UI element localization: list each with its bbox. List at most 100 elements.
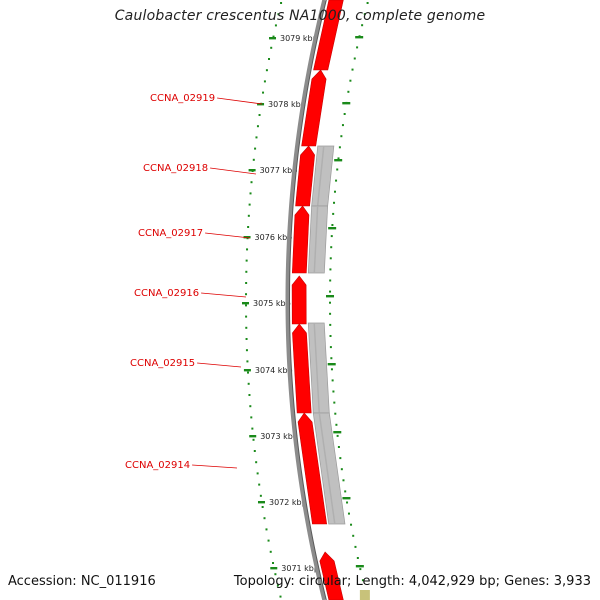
inner-ruler-dot: [334, 412, 337, 415]
scale-minor-tick: [250, 416, 253, 419]
scale-minor-tick: [245, 326, 248, 329]
scale-minor-tick: [263, 517, 266, 520]
gene-arrow: [291, 205, 310, 274]
gene-label-leader: [205, 232, 251, 239]
scale-minor-tick: [269, 550, 272, 553]
inner-ruler-dot: [336, 434, 339, 437]
scale-tick-label: 3076 kbp: [255, 233, 293, 242]
inner-ruler-major-tick: [333, 431, 342, 434]
scale-minor-tick: [248, 203, 251, 206]
inner-ruler-dot: [329, 290, 332, 293]
gray-feature-shade: [313, 322, 321, 414]
gray-feature-block: [307, 205, 329, 274]
gene-label: CCNA_02919: [150, 93, 215, 104]
inner-ruler-dot: [347, 512, 350, 515]
scale-major-tick: [248, 169, 256, 172]
inner-ruler-dot: [329, 279, 332, 282]
inner-ruler-dot: [331, 379, 334, 382]
inner-ruler-dot: [330, 368, 333, 371]
gene-arrow: [313, 0, 344, 71]
scale-minor-tick: [265, 528, 268, 531]
scale-minor-tick: [246, 360, 249, 363]
inner-ruler-dot: [356, 557, 359, 559]
scale-minor-tick: [272, 562, 275, 564]
gene-label-leader: [197, 362, 242, 368]
gene-label: CCNA_02915: [130, 358, 195, 369]
scale-tick-label: 3073 kbp: [260, 432, 298, 441]
inner-ruler-major-tick: [342, 497, 351, 500]
inner-ruler-dot: [329, 301, 331, 304]
scale-minor-tick: [250, 181, 253, 184]
scale-minor-tick: [252, 438, 255, 441]
gene-label-leader: [201, 292, 247, 298]
scale-minor-tick: [249, 192, 252, 195]
gene-label: CCNA_02916: [134, 288, 199, 299]
scale-tick-label: 3071 kbp: [281, 564, 319, 573]
gene-label: CCNA_02918: [143, 163, 208, 174]
inner-ruler-dot: [359, 568, 362, 571]
scale-minor-tick: [267, 539, 270, 542]
scale-minor-tick: [274, 573, 277, 576]
gray-feature-track: [307, 145, 346, 525]
gray-feature-shade: [316, 145, 325, 207]
inner-ruler-dot: [354, 545, 357, 548]
scale-minor-tick: [245, 338, 248, 340]
scale-minor-tick: [245, 270, 248, 273]
scale-minor-tick: [252, 158, 255, 161]
scale-minor-tick: [277, 13, 280, 16]
scale-major-tick: [270, 567, 278, 570]
inner-ruler-dot: [346, 501, 349, 504]
gene-label-leader: [192, 464, 238, 469]
scale-minor-tick: [279, 595, 282, 598]
scale-major-tick: [243, 369, 251, 372]
inner-ruler-dot: [340, 468, 343, 471]
scale-minor-tick: [246, 248, 249, 251]
map-title: Caulobacter crescentus NA1000, complete …: [114, 8, 486, 24]
scale-major-tick: [243, 236, 251, 239]
inner-ruler-dot: [329, 312, 332, 315]
scale-minor-tick: [261, 506, 264, 508]
gene-arrow: [319, 551, 344, 600]
inner-ruler-dot: [329, 323, 332, 326]
inner-ruler-major-tick: [355, 36, 364, 39]
inner-ruler-dot: [341, 124, 344, 127]
inner-ruler-dot: [338, 146, 341, 149]
scale-minor-tick: [265, 69, 268, 72]
inner-ruler-dot: [349, 79, 352, 82]
inner-ruler-dot: [337, 157, 340, 160]
small-feature-block: [359, 590, 370, 600]
scale-minor-tick: [245, 349, 248, 352]
scale-minor-tick: [256, 125, 259, 128]
scale-minor-tick: [247, 214, 250, 217]
inner-ruler-dot: [333, 190, 336, 193]
scale-minor-tick: [248, 394, 251, 396]
inner-ruler-dot: [329, 257, 332, 260]
scale-minor-tick: [245, 259, 248, 262]
gene-label-leader: [210, 167, 257, 175]
scale-tick-label: 3074 kbp: [255, 366, 293, 375]
inner-ruler-major-tick: [327, 363, 336, 366]
scale-minor-tick: [245, 304, 248, 307]
inner-ruler-major-tick: [326, 295, 335, 298]
inner-ruler-dot: [350, 523, 353, 526]
gene-track: [291, 0, 370, 600]
inner-ruler-dot: [340, 135, 343, 138]
gene-labels: CCNA_02919 CCNA_02918 CCNA_02917 CCNA_02916…: [125, 93, 263, 471]
inner-ruler-dot: [344, 490, 347, 493]
scale-minor-tick: [280, 2, 283, 4]
scale-tick-label: 3078 kbp: [268, 100, 306, 109]
inner-ruler-dot: [333, 401, 336, 404]
scale-minor-tick: [259, 494, 262, 497]
inner-ruler-dot: [331, 224, 334, 226]
gene-label: CCNA_02914: [125, 460, 190, 471]
scale-minor-tick: [247, 371, 249, 374]
scale-major-tick: [249, 435, 257, 438]
scale-minor-tick: [258, 114, 261, 116]
inner-ruler-dot: [333, 201, 336, 204]
scale-minor-tick: [247, 226, 250, 228]
inner-ruler-dot: [329, 346, 332, 349]
scale-minor-tick: [247, 382, 250, 385]
inner-ruler-dot: [330, 357, 333, 360]
